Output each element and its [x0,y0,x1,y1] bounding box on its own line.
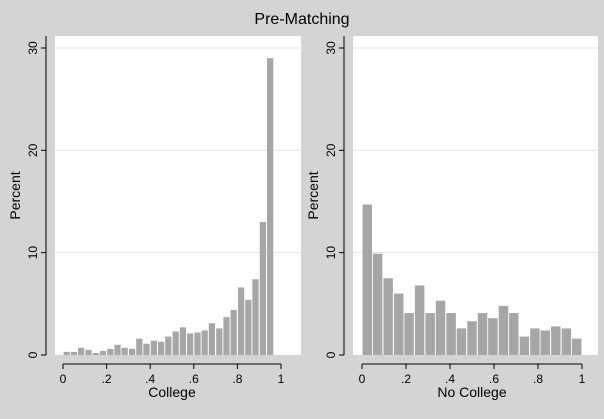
x-tick-label: .4 [445,372,455,386]
histogram-bar [157,341,165,355]
histogram-bar [194,332,201,355]
histogram-bar [165,336,172,355]
y-tick-label: 0 [324,351,338,358]
y-axis-label: Percent [305,171,321,219]
x-axis-label: College [148,384,196,400]
histogram-bar [230,309,237,355]
x-tick-label: .6 [489,372,499,386]
y-tick-label: 20 [26,143,40,157]
histogram-bar [208,323,216,355]
histogram-bar [128,348,136,355]
y-tick-label: 30 [26,41,40,55]
histogram-bar [266,58,274,355]
histogram-bar [530,328,540,355]
x-tick-label: .2 [401,372,411,386]
histogram-bar [150,340,158,355]
histogram-bar [107,348,114,355]
histogram-bar [186,333,194,355]
histogram-bar [179,327,187,355]
y-axis-label: Percent [7,171,23,219]
x-tick-label: .6 [189,372,199,386]
histogram-bar [114,344,121,355]
x-tick-label: .2 [102,372,112,386]
histogram-bar [456,328,467,355]
plot-area [353,36,598,355]
histogram-bar [488,318,498,355]
histogram-bar [121,347,128,355]
x-axis-label: No College [437,384,506,400]
no-college-histogram-panel: 0 10 20 30 0 .2 .4 .6 .8 1 No College Percent [305,36,598,400]
histogram-bar [372,253,383,355]
histogram-bar [571,338,582,355]
y-tick-label: 10 [324,246,338,260]
histogram-bar [216,328,223,355]
histogram-bar [70,351,78,355]
x-tick-label: .8 [533,372,543,386]
histogram-bar [519,336,530,355]
histogram-bar [92,352,99,355]
histogram-bar [362,204,373,355]
figure-title: Pre-Matching [254,11,349,28]
histogram-bar [561,328,572,355]
histogram-bar [63,351,70,355]
histogram-bar [201,330,208,355]
histogram-bar [467,321,477,355]
histogram-bar [85,349,92,355]
histogram-bar [435,300,446,355]
y-tick-label: 30 [324,41,338,55]
histogram-bar [99,350,107,355]
x-tick-label: .8 [232,372,242,386]
college-histogram-panel: 0 10 20 30 0 .2 .4 .6 .8 1 College Percent [7,36,301,400]
histogram-bar [143,343,150,355]
histogram-bar [383,278,393,355]
histogram-bar [404,313,414,355]
histogram-bar [498,305,509,355]
histogram-bar [477,313,488,355]
histogram-bar [136,338,143,355]
histogram-bar [394,293,404,355]
histogram-bar [540,330,550,355]
y-tick-label: 20 [324,143,338,157]
histogram-bar [245,299,252,355]
x-tick-label: 0 [359,372,366,386]
histogram-bar [259,221,267,355]
histogram-bar [252,279,259,355]
histogram-bar [223,317,230,355]
histogram-bar [551,326,561,355]
histogram-bar [237,287,245,355]
histogram-bar [509,313,519,355]
x-tick-label: 1 [278,372,285,386]
histogram-bar [172,331,179,355]
histogram-bar [77,347,85,355]
x-tick-label: 0 [60,372,67,386]
y-tick-label: 0 [26,351,40,358]
histogram-bar [446,313,456,355]
x-tick-label: .4 [145,372,155,386]
histogram-bar [414,285,425,355]
y-tick-label: 10 [26,246,40,260]
x-tick-label: 1 [579,372,586,386]
histogram-bar [425,313,435,355]
